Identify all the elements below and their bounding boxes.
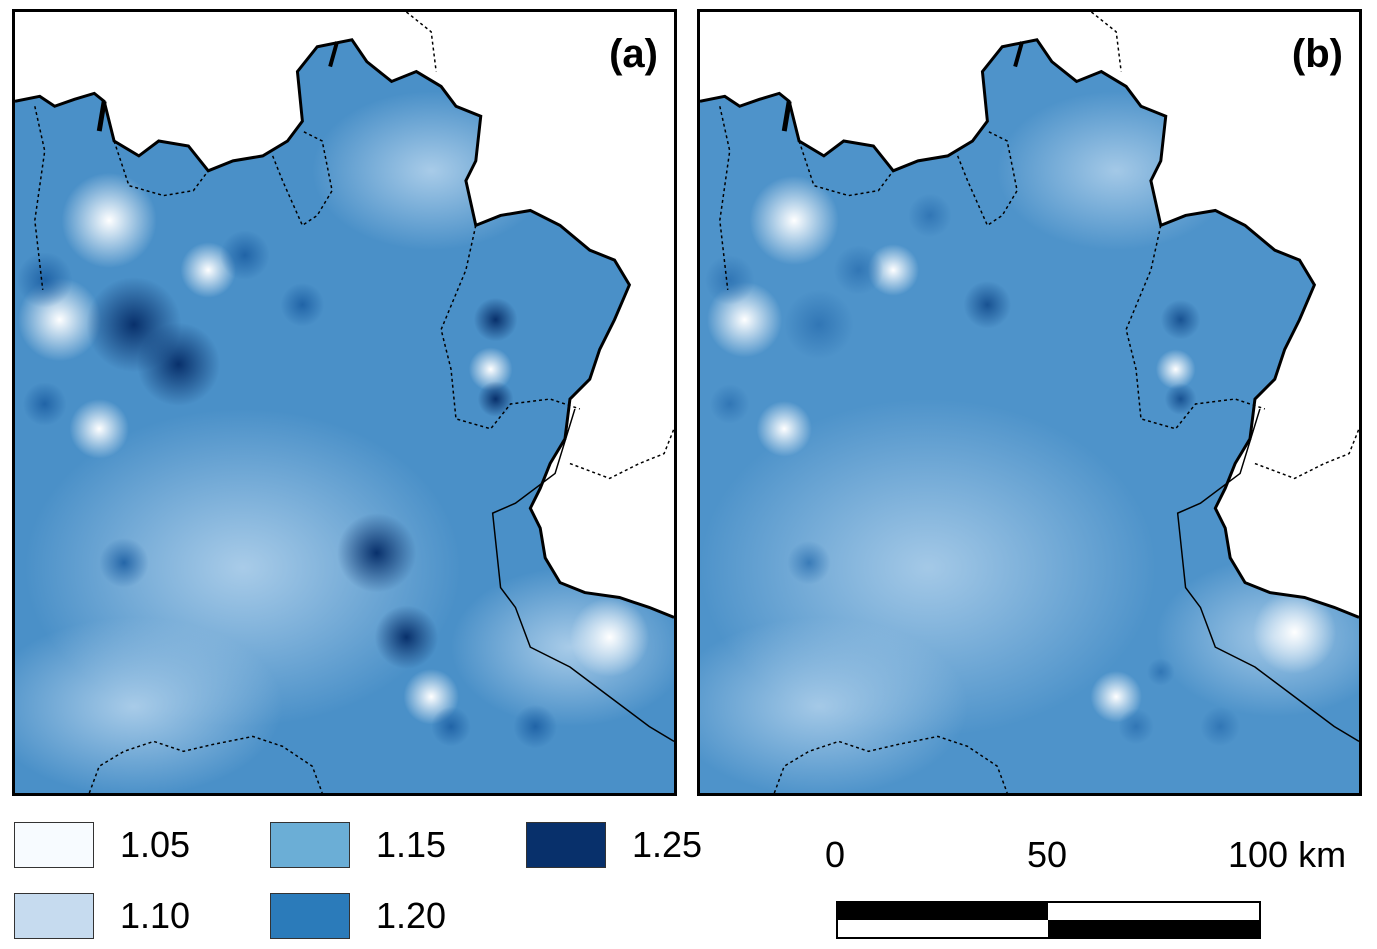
legend-label-105: 1.05 [120, 824, 191, 865]
legend-swatch-115 [270, 822, 350, 868]
scale-tick-0: 0 [825, 834, 846, 875]
legend-item-110: 1.10 [14, 892, 190, 940]
legend-label-115: 1.15 [376, 824, 447, 865]
scale-tick-100: 100 km [1228, 834, 1347, 875]
scale-bar-seg-bottom-right [1048, 920, 1260, 938]
scale-tick-50: 50 [1027, 834, 1068, 875]
scale-bar-seg-top-left [837, 902, 1048, 920]
legend-item-120: 1.20 [270, 892, 446, 940]
legend-label-125: 1.25 [632, 824, 703, 865]
panel-label-b: (b) [1291, 32, 1343, 76]
map-b-svg [700, 12, 1359, 793]
legend-item-115: 1.15 [270, 821, 446, 869]
legend-swatch-105 [14, 822, 94, 868]
legend-item-125: 1.25 [526, 821, 702, 869]
scale-bar [836, 901, 1261, 939]
panel-label-a: (a) [609, 32, 658, 76]
legend-swatch-110 [14, 893, 94, 939]
map-a-svg [15, 12, 674, 793]
map-panel-a: (a) [12, 9, 677, 796]
legend-label-110: 1.10 [120, 895, 191, 936]
map-panel-b: (b) [697, 9, 1362, 796]
legend-label-120: 1.20 [376, 895, 447, 936]
legend-swatch-125 [526, 822, 606, 868]
legend-item-105: 1.05 [14, 821, 190, 869]
legend-swatch-120 [270, 893, 350, 939]
